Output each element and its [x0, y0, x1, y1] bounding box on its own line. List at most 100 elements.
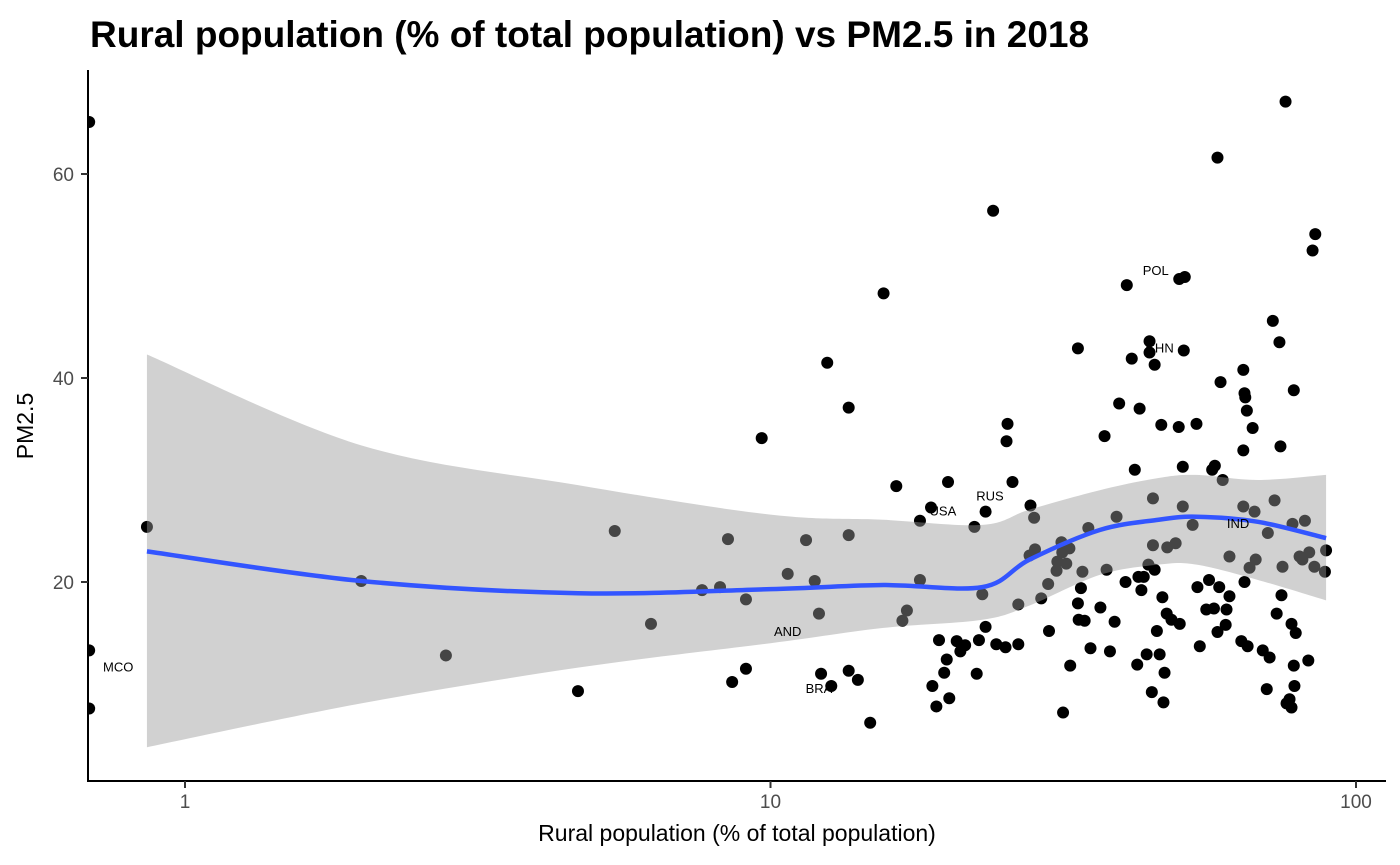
data-point: [976, 588, 989, 601]
confidence-ribbon: [146, 354, 1327, 748]
data-point: [1071, 597, 1084, 610]
data-point: [926, 680, 939, 693]
data-point: [1074, 582, 1087, 595]
data-point: [1274, 440, 1287, 453]
data-point: [842, 401, 855, 414]
data-point: [968, 520, 981, 533]
data-point: [1303, 546, 1316, 559]
data-point: [1057, 706, 1070, 719]
data-point: [1125, 352, 1138, 365]
data-point: [1143, 335, 1156, 348]
data-point: [1193, 640, 1206, 653]
data-point: [1148, 563, 1161, 576]
data-point: [1084, 642, 1097, 655]
data-point: [800, 534, 813, 547]
data-point: [1289, 627, 1302, 639]
data-point: [739, 593, 752, 606]
points-layer: [88, 95, 1333, 729]
data-point: [1145, 686, 1158, 699]
data-point: [1237, 363, 1250, 376]
data-point: [825, 680, 838, 693]
data-point: [1050, 564, 1063, 577]
y-tick-label: 40: [53, 369, 74, 390]
data-point: [140, 520, 153, 533]
data-point: [1308, 560, 1321, 573]
y-tick-label: 20: [53, 573, 74, 594]
data-point: [726, 675, 739, 688]
data-point: [1001, 417, 1014, 430]
data-point: [1120, 279, 1133, 292]
data-point: [1285, 617, 1298, 630]
data-point: [808, 574, 821, 587]
data-point: [1035, 592, 1048, 605]
data-point: [1243, 561, 1256, 574]
data-point: [1285, 701, 1298, 714]
y-tick-label: 60: [53, 165, 74, 186]
data-point: [1211, 625, 1224, 638]
data-point: [1219, 618, 1232, 631]
data-point: [1223, 590, 1236, 603]
data-point: [1103, 645, 1116, 658]
data-point: [1176, 460, 1189, 473]
data-point: [1029, 543, 1042, 556]
data-point: [1135, 584, 1148, 597]
data-point: [1137, 570, 1150, 583]
data-point: [88, 115, 96, 128]
data-point: [1191, 581, 1204, 594]
data-point: [1012, 638, 1025, 651]
data-point: [1155, 418, 1168, 431]
data-point: [1024, 499, 1037, 512]
country-label: RUS: [976, 488, 1004, 503]
data-point: [1216, 474, 1229, 486]
data-point: [1190, 417, 1203, 430]
data-point: [1309, 228, 1322, 241]
data-point: [1131, 658, 1144, 671]
data-point: [913, 573, 926, 586]
data-point: [1133, 402, 1146, 415]
data-point: [1146, 539, 1159, 552]
data-point: [1306, 244, 1319, 257]
data-point: [1071, 342, 1084, 355]
data-point: [933, 634, 946, 647]
data-point: [896, 614, 909, 627]
data-point: [1237, 500, 1250, 513]
data-point: [842, 529, 855, 542]
data-point: [1113, 397, 1126, 410]
plot-panel: MCO AND BRA USA RUS POL CHN IND: [88, 95, 1333, 748]
y-axis-ticks: 20 40 60: [53, 165, 88, 594]
data-point: [1178, 271, 1191, 284]
country-label: POL: [1143, 263, 1169, 278]
data-point: [1140, 648, 1153, 661]
data-point: [1287, 659, 1300, 672]
data-point: [1263, 651, 1276, 664]
data-point: [1275, 589, 1288, 602]
data-point: [972, 634, 985, 647]
data-point: [890, 480, 903, 493]
country-label: BRA: [806, 681, 833, 696]
data-point: [1108, 615, 1121, 628]
data-point: [821, 356, 834, 369]
labels-layer: MCO AND BRA USA RUS POL CHN IND: [103, 263, 1249, 696]
data-point: [644, 617, 657, 630]
data-point: [1320, 544, 1333, 557]
data-point: [1173, 617, 1186, 630]
data-point: [1298, 514, 1311, 527]
data-point: [88, 644, 96, 657]
y-axis-label: PM2.5: [12, 393, 38, 459]
data-point: [1043, 624, 1056, 637]
data-point: [1169, 537, 1182, 550]
data-point: [1287, 384, 1300, 397]
data-point: [913, 514, 926, 527]
data-point: [1042, 578, 1055, 591]
data-point: [1246, 421, 1259, 434]
x-axis-ticks: 1 10 100: [180, 781, 1372, 813]
data-point: [1241, 640, 1254, 653]
data-point: [1006, 476, 1019, 489]
x-axis-label: Rural population (% of total population): [538, 820, 936, 846]
data-point: [1302, 654, 1315, 667]
data-point: [1266, 314, 1279, 327]
data-point: [1248, 505, 1261, 518]
data-point: [1156, 591, 1169, 604]
data-point: [1318, 565, 1331, 578]
